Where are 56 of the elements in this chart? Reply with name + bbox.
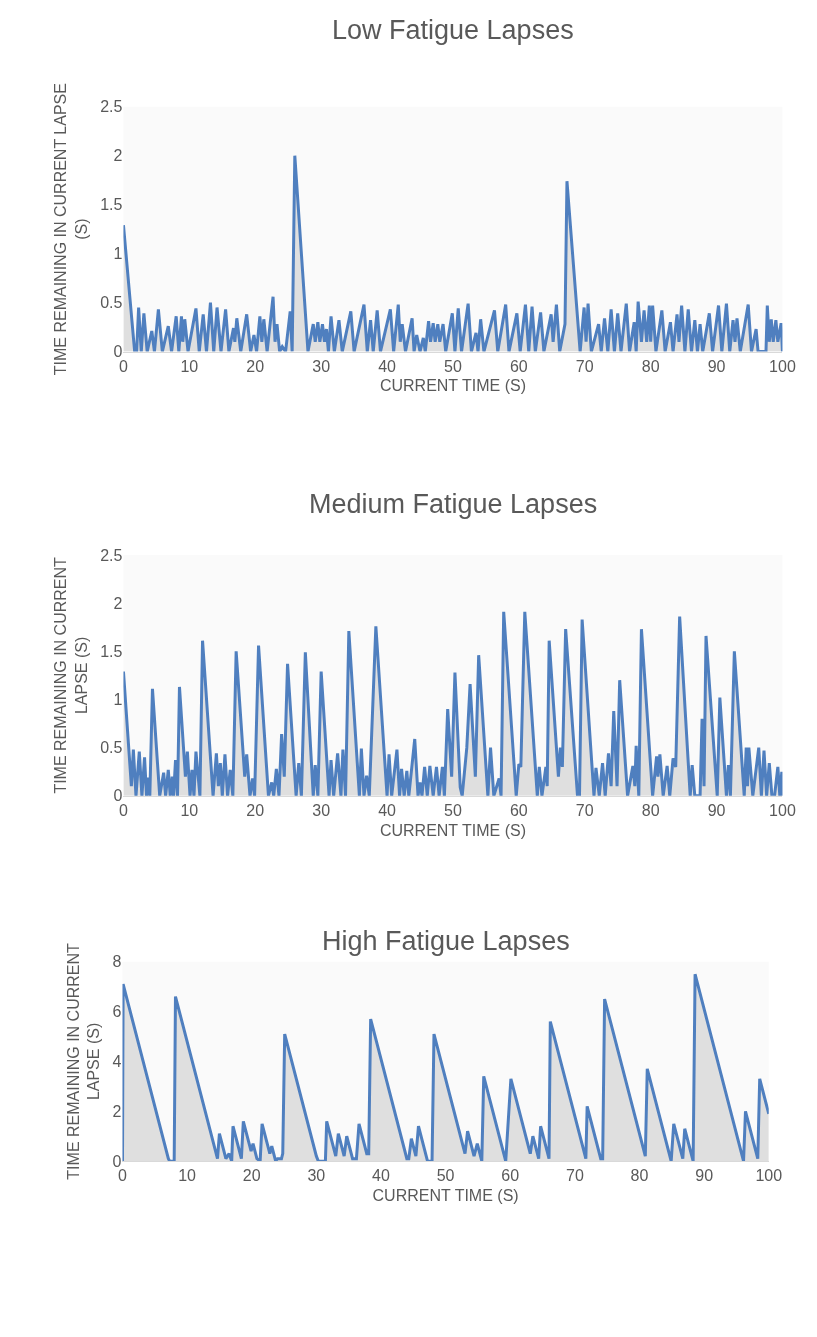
y-tick-label: 8 [112, 953, 122, 971]
x-tick-label: 40 [378, 357, 397, 375]
x-tick-label: 60 [501, 1167, 520, 1185]
chart-title: High Fatigue Lapses [322, 926, 570, 956]
y-tick-label: 0 [113, 343, 123, 361]
x-tick-label: 20 [246, 357, 265, 375]
y-tick-label: 2 [113, 594, 123, 612]
x-tick-label: 50 [436, 1167, 455, 1185]
x-tick-label: 70 [575, 802, 594, 820]
y-tick-label: 6 [112, 1003, 122, 1021]
y-tick-label: 2 [112, 1102, 122, 1120]
x-tick-label: 90 [707, 357, 726, 375]
y-tick-label: 1 [113, 245, 123, 263]
x-tick-label: 70 [565, 1167, 584, 1185]
x-tick-label: 20 [246, 802, 265, 820]
x-tick-label: 60 [509, 357, 528, 375]
x-tick-label: 100 [769, 802, 796, 820]
y-axis-title: TIME REMAINING IN CURRENT LAPSE (S) [52, 83, 91, 376]
x-tick-label: 70 [575, 357, 594, 375]
x-tick-label: 40 [372, 1167, 390, 1185]
x-axis-title: CURRENT TIME (S) [379, 377, 526, 395]
x-tick-label: 10 [178, 1167, 197, 1185]
x-axis-title: CURRENT TIME (S) [372, 1187, 519, 1205]
y-axis-title: TIME REMAINING IN CURRENT LAPSE (S) [52, 556, 91, 794]
x-tick-label: 80 [630, 1167, 649, 1185]
x-tick-label: 100 [755, 1167, 783, 1185]
x-tick-label: 100 [769, 357, 796, 375]
x-tick-label: 80 [641, 357, 660, 375]
y-tick-label: 0 [112, 1152, 122, 1170]
x-tick-label: 10 [180, 802, 199, 820]
y-tick-label: 2.5 [100, 546, 123, 564]
y-tick-label: 4 [112, 1053, 122, 1071]
y-tick-label: 0 [113, 787, 123, 805]
y-tick-label: 2.5 [100, 98, 123, 116]
y-tick-label: 1.5 [100, 642, 123, 660]
chart-title: Low Fatigue Lapses [332, 15, 574, 45]
x-axis-title: CURRENT TIME (S) [379, 821, 526, 839]
x-tick-label: 50 [444, 802, 462, 820]
y-axis-title: TIME REMAINING IN CURRENT LAPSE (S) [64, 942, 103, 1180]
y-tick-label: 1.5 [100, 196, 123, 214]
x-tick-label: 30 [307, 1167, 326, 1185]
x-tick-label: 30 [312, 357, 331, 375]
y-tick-label: 0.5 [100, 739, 123, 757]
x-tick-label: 40 [378, 802, 397, 820]
x-tick-label: 90 [695, 1167, 714, 1185]
y-tick-label: 1 [113, 691, 123, 709]
x-tick-label: 30 [312, 802, 331, 820]
x-tick-label: 90 [707, 802, 726, 820]
x-tick-label: 10 [180, 357, 199, 375]
x-tick-label: 20 [242, 1167, 261, 1185]
x-tick-label: 60 [509, 802, 528, 820]
x-tick-label: 80 [641, 802, 660, 820]
chart-title: Medium Fatigue Lapses [309, 489, 598, 519]
y-tick-label: 0.5 [100, 294, 123, 312]
y-tick-label: 2 [113, 147, 123, 165]
x-tick-label: 50 [444, 357, 462, 375]
